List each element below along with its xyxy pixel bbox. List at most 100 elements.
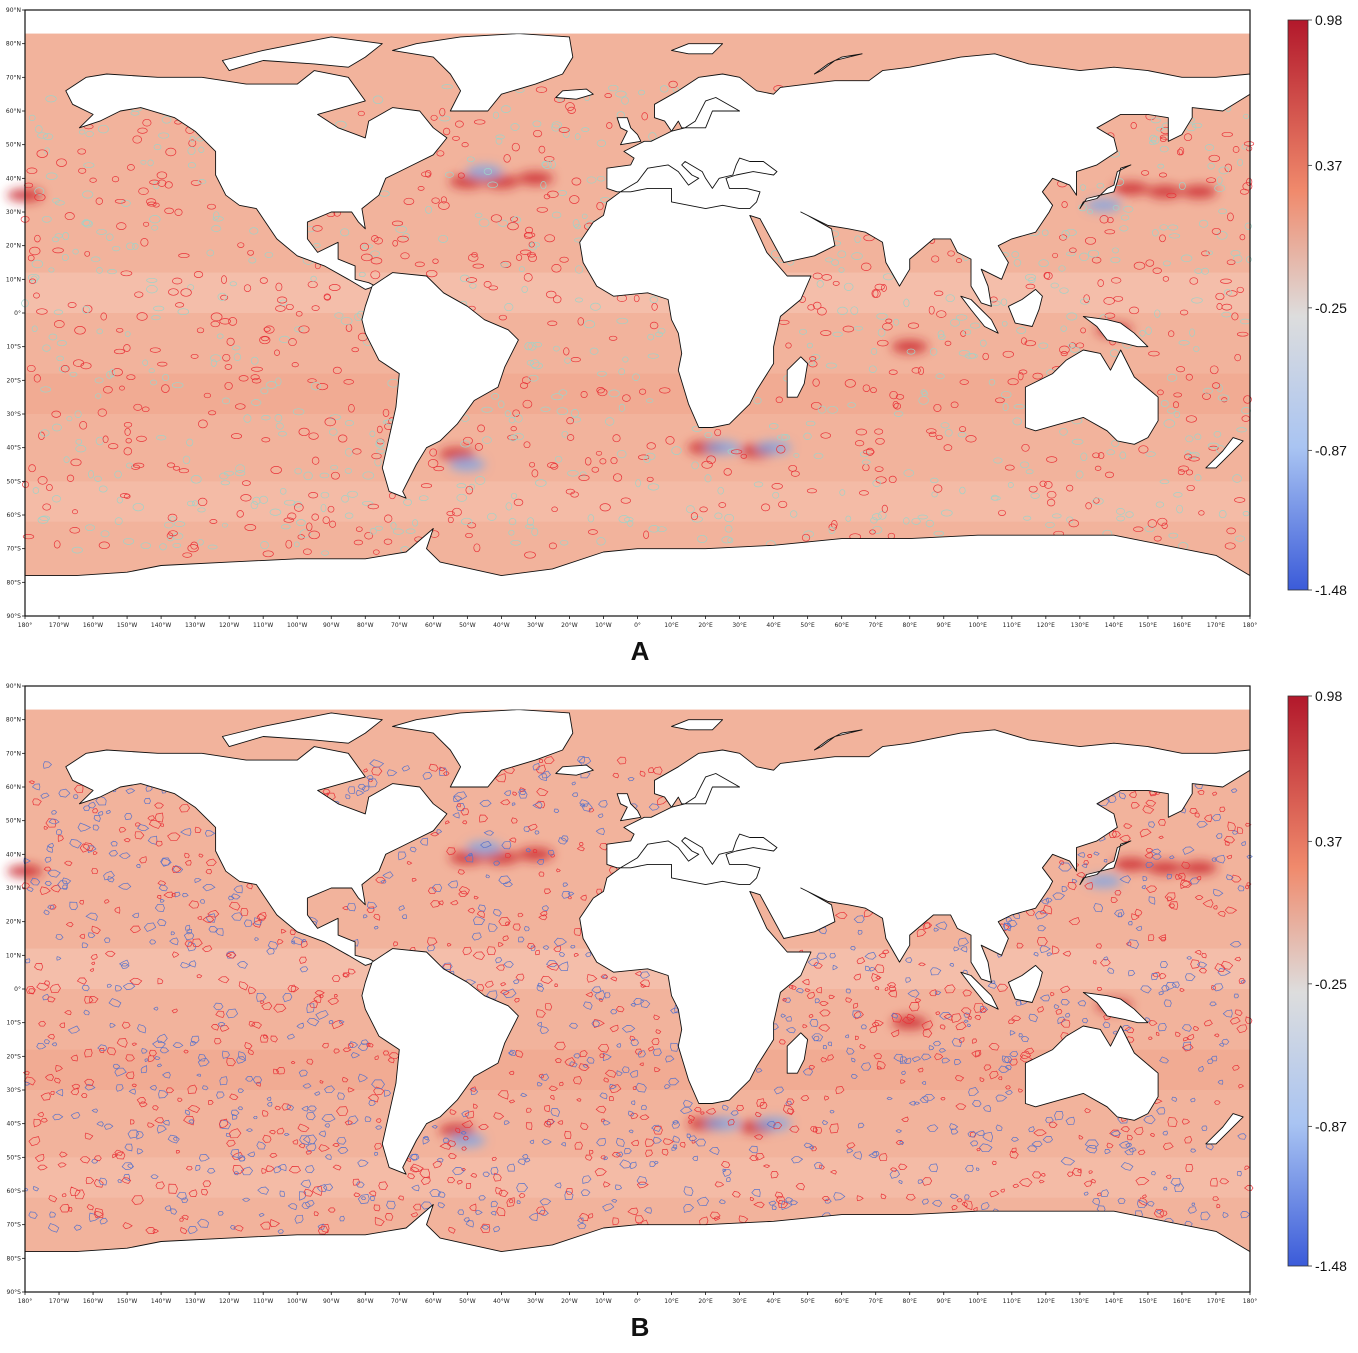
lon-tick-label: 70°W <box>391 1298 408 1305</box>
lon-tick-label: 10°W <box>595 622 612 629</box>
colorbar: 0.98 0.37 -0.25 -0.87 -1.48 <box>1287 688 1347 1274</box>
map-panel-a: 180° 170°W 160°W 150°W 140°W 130°W 120°W 110°W 1… <box>0 0 1358 672</box>
lon-tick-label: 110°E <box>1003 1298 1021 1305</box>
madagascar-land <box>786 1032 809 1074</box>
lon-tick-label: 90°W <box>323 622 340 629</box>
lon-tick-label: 180° <box>18 1298 32 1305</box>
lon-tick-label: 20°W <box>561 1298 578 1305</box>
australia-land <box>1024 1025 1159 1121</box>
lat-tick-label: 70°S <box>7 546 22 553</box>
land-masses <box>24 709 1251 1293</box>
lat-tick-label: 70°N <box>6 750 21 757</box>
lon-tick-label: 170°W <box>49 622 69 629</box>
colorbar-label: -0.25 <box>1315 300 1347 316</box>
lat-tick-label: 40°N <box>6 851 21 858</box>
lat-tick-label: 40°S <box>7 1121 22 1128</box>
lon-tick-label: 10°E <box>664 622 679 629</box>
lon-tick-label: 50°E <box>800 622 815 629</box>
lon-tick-label: 30°E <box>732 622 747 629</box>
map-axes: 180° 170°W 160°W 150°W 140°W 130°W 120°W 110°W 1… <box>6 683 1257 1305</box>
lat-tick-label: 60°S <box>7 512 22 519</box>
lat-tick-label: 50°N <box>6 818 21 825</box>
antarctica-land <box>24 1204 1251 1293</box>
lon-tick-label: 150°W <box>117 622 137 629</box>
lat-tick-label: 10°N <box>6 952 21 959</box>
cold-anomaly <box>755 440 792 455</box>
novaya-zemlya-land <box>813 729 863 751</box>
south-america-land <box>361 272 519 499</box>
lon-tick-label: 90°W <box>323 1298 340 1305</box>
lon-tick-label: 170°W <box>49 1298 69 1305</box>
lon-tick-label: 30°W <box>527 622 544 629</box>
lat-tick-label: 0° <box>14 310 21 317</box>
lat-tick-label: 10°S <box>7 344 22 351</box>
warm-anomaly <box>1146 184 1183 199</box>
lon-tick-label: 150°E <box>1139 1298 1157 1305</box>
colorbar-label: -0.25 <box>1315 976 1347 992</box>
lon-tick-label: 110°W <box>253 622 273 629</box>
cold-anomaly <box>755 1116 792 1131</box>
south-america-land <box>361 948 519 1175</box>
iceland-land <box>555 764 594 776</box>
lat-tick-label: 60°S <box>7 1188 22 1195</box>
lon-tick-label: 180° <box>1243 1298 1257 1305</box>
colorbar-label: -0.87 <box>1315 1118 1347 1134</box>
panel-label-b: B <box>630 1312 650 1342</box>
colorbar-label: 0.37 <box>1315 833 1342 849</box>
warm-anomaly <box>1146 860 1183 875</box>
lon-tick-label: 100°W <box>287 622 307 629</box>
lat-tick-label: 50°N <box>6 142 21 149</box>
lon-tick-label: 0° <box>634 622 641 629</box>
map-axes: 180° 170°W 160°W 150°W 140°W 130°W 120°W 110°W 1… <box>6 7 1257 629</box>
lat-tick-label: 70°N <box>6 74 21 81</box>
cold-anomaly <box>704 440 741 455</box>
warm-anomaly <box>891 339 928 354</box>
lon-tick-label: 120°E <box>1037 1298 1055 1305</box>
lon-tick-label: 0° <box>634 1298 641 1305</box>
africa-eurasia-land <box>579 53 1251 428</box>
warm-anomaly <box>891 1015 928 1030</box>
colorbar-label: 0.98 <box>1315 688 1342 704</box>
cold-anomaly <box>1085 874 1122 889</box>
lat-tick-label: 80°S <box>7 579 22 586</box>
svalbard-land <box>671 43 724 55</box>
svalbard-land <box>671 719 724 731</box>
lon-tick-label: 110°W <box>253 1298 273 1305</box>
lon-tick-label: 130°E <box>1071 622 1089 629</box>
warm-anomaly <box>1112 181 1149 196</box>
lon-tick-label: 130°W <box>185 622 205 629</box>
lat-tick-label: 20°N <box>6 243 21 250</box>
lon-tick-label: 140°W <box>151 622 171 629</box>
lon-tick-label: 80°E <box>903 622 918 629</box>
colorbar-label: 0.98 <box>1315 12 1342 28</box>
warm-anomaly <box>483 174 520 189</box>
lat-tick-label: 70°S <box>7 1222 22 1229</box>
borneo-land <box>1007 964 1043 1003</box>
lat-tick-label: 50°S <box>7 478 22 485</box>
lat-tick-label: 80°N <box>6 41 21 48</box>
lon-tick-label: 10°E <box>664 1298 679 1305</box>
lon-tick-label: 180° <box>1243 622 1257 629</box>
cold-anomaly <box>449 1133 486 1148</box>
lon-tick-label: 170°E <box>1207 622 1225 629</box>
cold-anomaly <box>449 457 486 472</box>
lon-tick-label: 30°W <box>527 1298 544 1305</box>
lon-tick-label: 160°W <box>83 1298 103 1305</box>
lon-tick-label: 20°E <box>698 622 713 629</box>
lon-tick-label: 40°W <box>493 622 510 629</box>
warm-anomaly <box>449 174 486 189</box>
arctic-islands-land <box>221 712 383 748</box>
japan-land <box>1079 840 1132 886</box>
colorbar-label: -0.87 <box>1315 442 1347 458</box>
lon-tick-label: 140°E <box>1105 622 1123 629</box>
colorbar-label: 0.37 <box>1315 157 1342 173</box>
lon-tick-label: 40°W <box>493 1298 510 1305</box>
southern-band <box>25 1157 1250 1198</box>
lon-tick-label: 80°W <box>357 622 374 629</box>
north-america-land <box>65 746 448 966</box>
lon-tick-label: 100°E <box>969 1298 987 1305</box>
lon-tick-label: 150°E <box>1139 622 1157 629</box>
lon-tick-label: 80°E <box>903 1298 918 1305</box>
lat-tick-label: 90°S <box>7 613 22 620</box>
lon-tick-label: 70°W <box>391 622 408 629</box>
